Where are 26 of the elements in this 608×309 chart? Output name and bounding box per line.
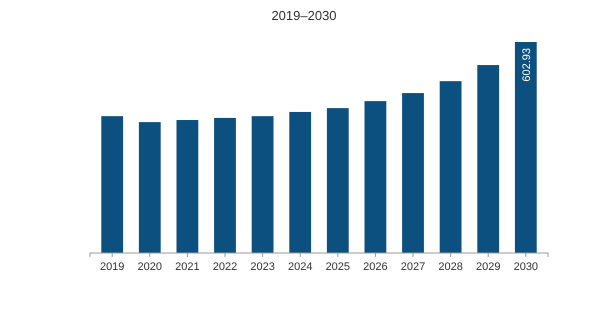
bar	[477, 65, 500, 253]
bar	[364, 101, 386, 253]
bar	[514, 42, 537, 253]
x-tick-label: 2027	[400, 260, 426, 273]
x-tick-label: 2026	[363, 260, 388, 273]
x-tick-label: 2022	[212, 260, 238, 273]
x-tick-label: 2029	[476, 260, 500, 273]
x-tick-label: 2024	[288, 260, 312, 273]
bar	[289, 112, 312, 253]
bar	[252, 116, 274, 253]
chart-title: 2019–2030	[271, 8, 337, 23]
x-tick-label: 2030	[514, 260, 538, 273]
x-tick-label: 2028	[438, 260, 463, 273]
data-label: 602.93	[520, 48, 533, 82]
x-tick-label: 2020	[138, 260, 162, 273]
x-tick-label: 2025	[326, 260, 350, 273]
bar	[138, 122, 161, 253]
bar	[101, 116, 124, 253]
x-tick-label: 2023	[250, 260, 275, 273]
bar	[326, 108, 349, 253]
bar	[402, 93, 424, 253]
x-tick-label: 2019	[100, 260, 124, 273]
bar	[214, 118, 236, 253]
bar	[440, 81, 462, 253]
bar	[176, 120, 198, 253]
x-tick-label: 2021	[175, 260, 200, 273]
